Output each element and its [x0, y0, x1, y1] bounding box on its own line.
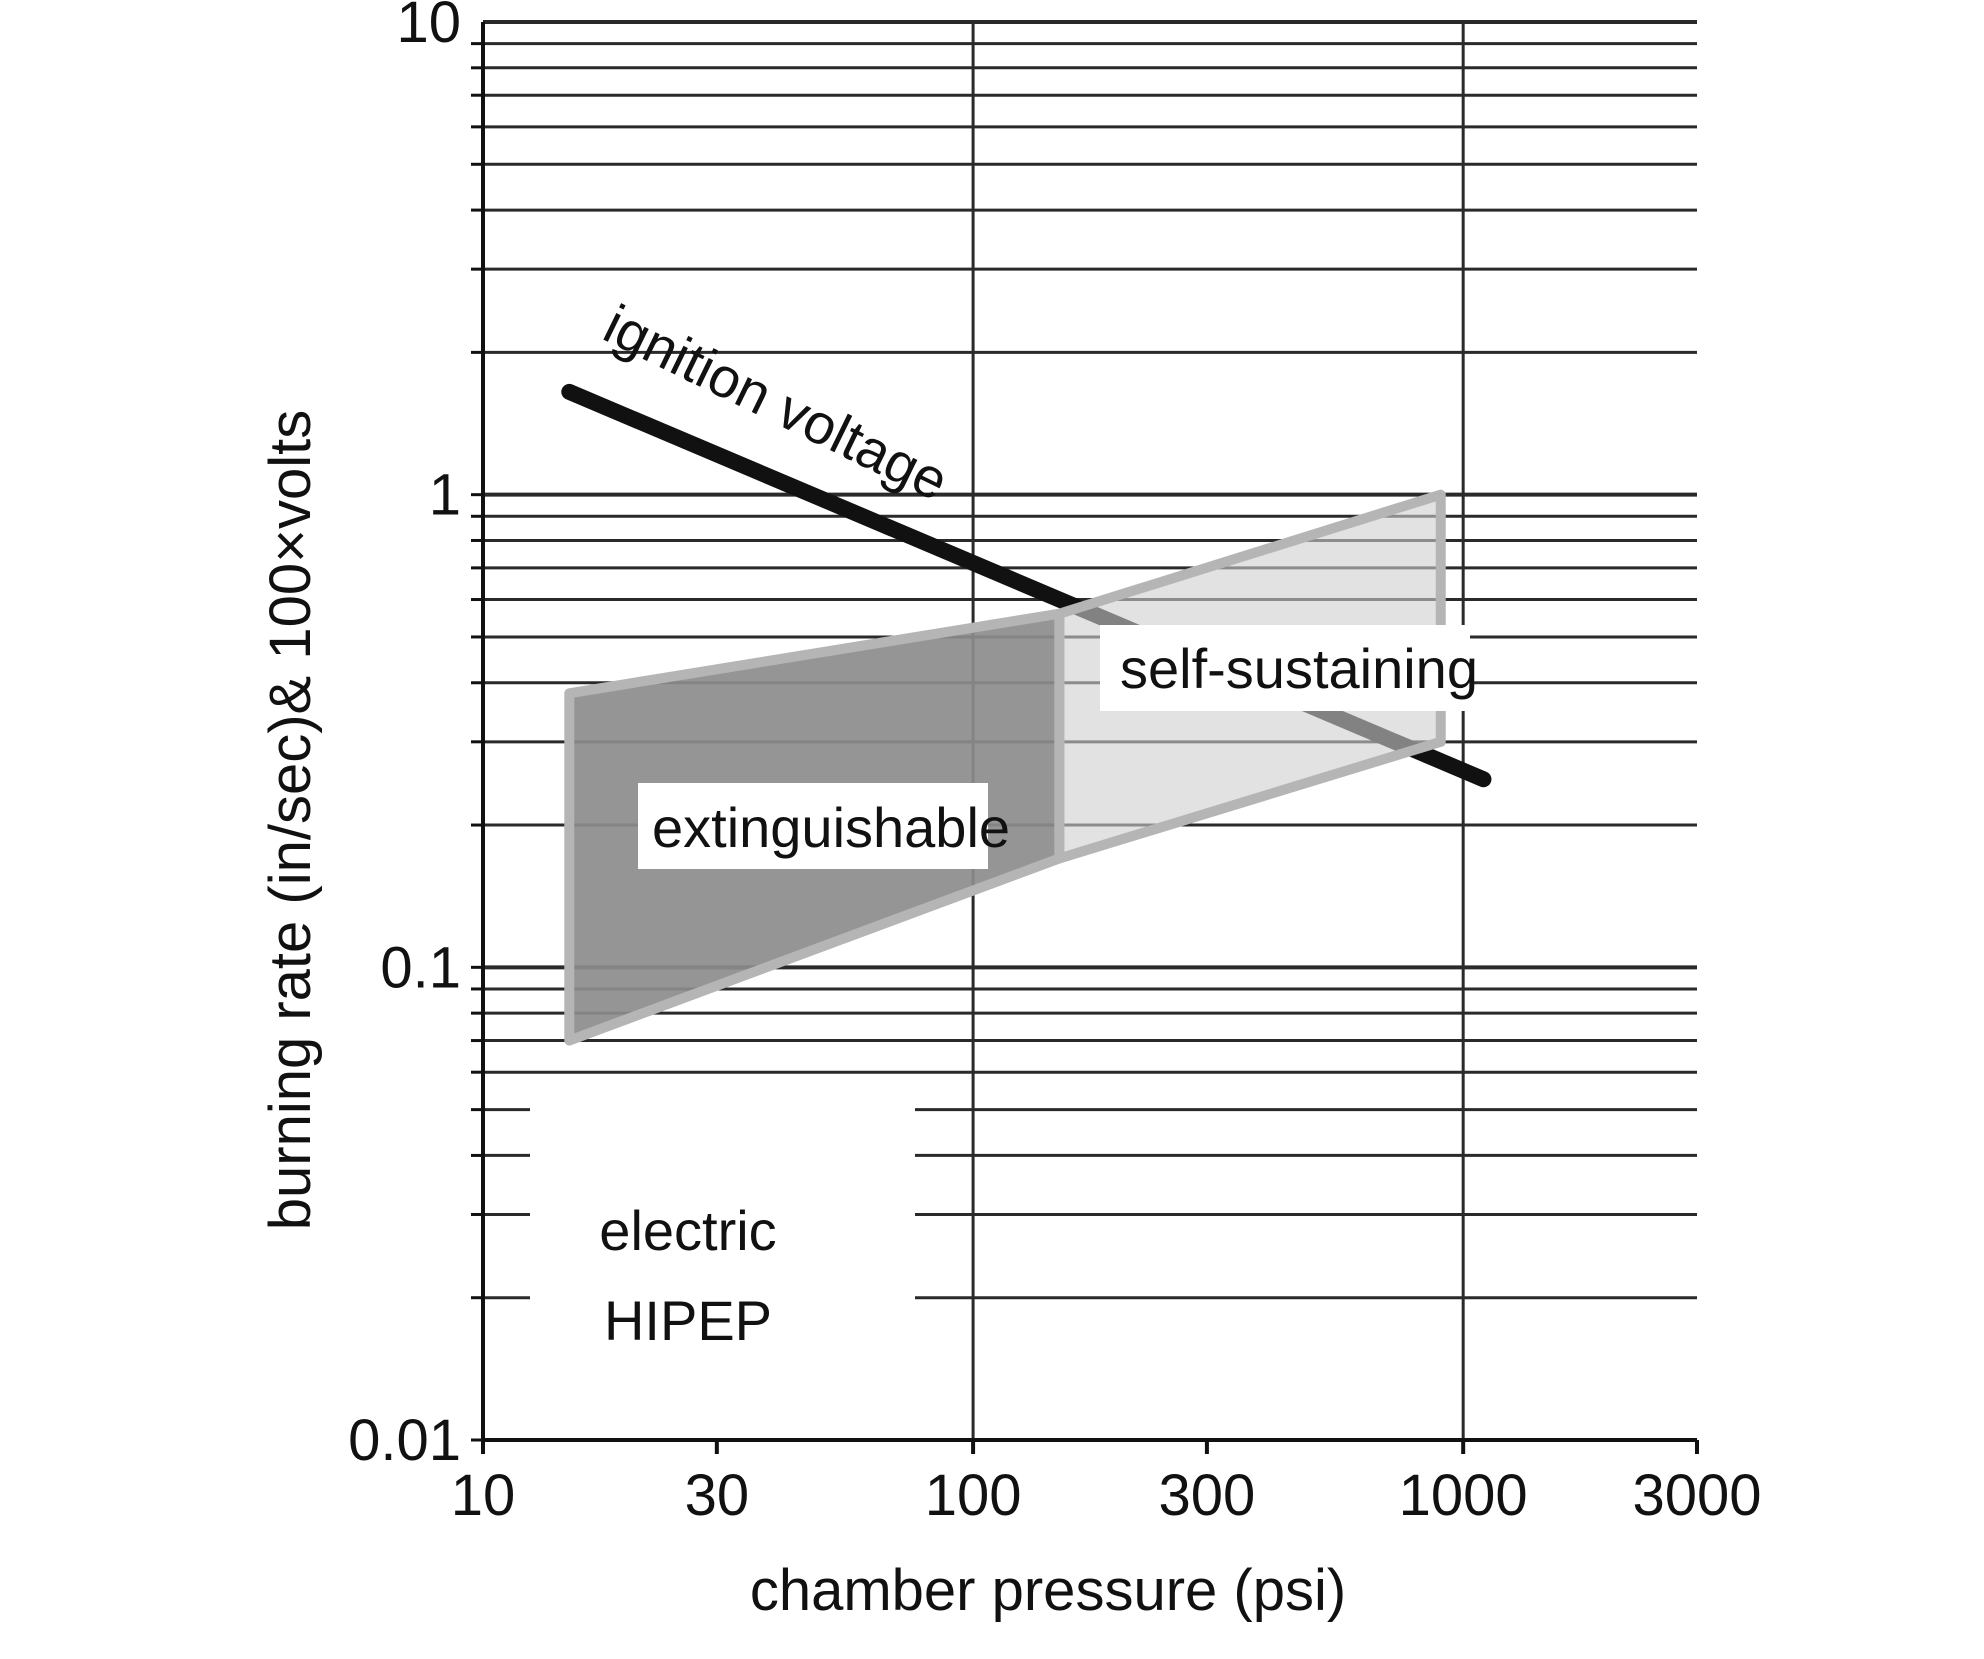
- y-tick-label: 10: [396, 0, 461, 55]
- y-tick-label: 0.1: [380, 935, 461, 1000]
- y-axis-title: burning rate (in/sec)& 100×volts: [258, 410, 323, 1231]
- annotation-electric: electric: [599, 1199, 776, 1262]
- label-box: [638, 783, 988, 869]
- x-tick-label: 10: [451, 1463, 516, 1528]
- x-tick-label: 1000: [1399, 1463, 1528, 1528]
- annotation-hipep: HIPEP: [604, 1289, 772, 1352]
- x-tick-label: 100: [925, 1463, 1022, 1528]
- x-axis-title: chamber pressure (psi): [750, 1558, 1346, 1623]
- x-tick-label: 30: [685, 1463, 750, 1528]
- y-tick-label: 1: [429, 463, 461, 528]
- axes: 10 30 100 300 1000 3000 10 1 0.1 0.01: [348, 0, 1761, 1528]
- label-box: [1100, 625, 1470, 711]
- x-tick-label: 3000: [1632, 1463, 1761, 1528]
- y-tick-label: 0.01: [348, 1408, 461, 1473]
- hipep-box: [530, 1097, 915, 1400]
- annotation-self-sustaining: self-sustaining: [1120, 637, 1478, 700]
- x-tick-label: 300: [1159, 1463, 1256, 1528]
- annotation-extinguishable: extinguishable: [652, 796, 1010, 859]
